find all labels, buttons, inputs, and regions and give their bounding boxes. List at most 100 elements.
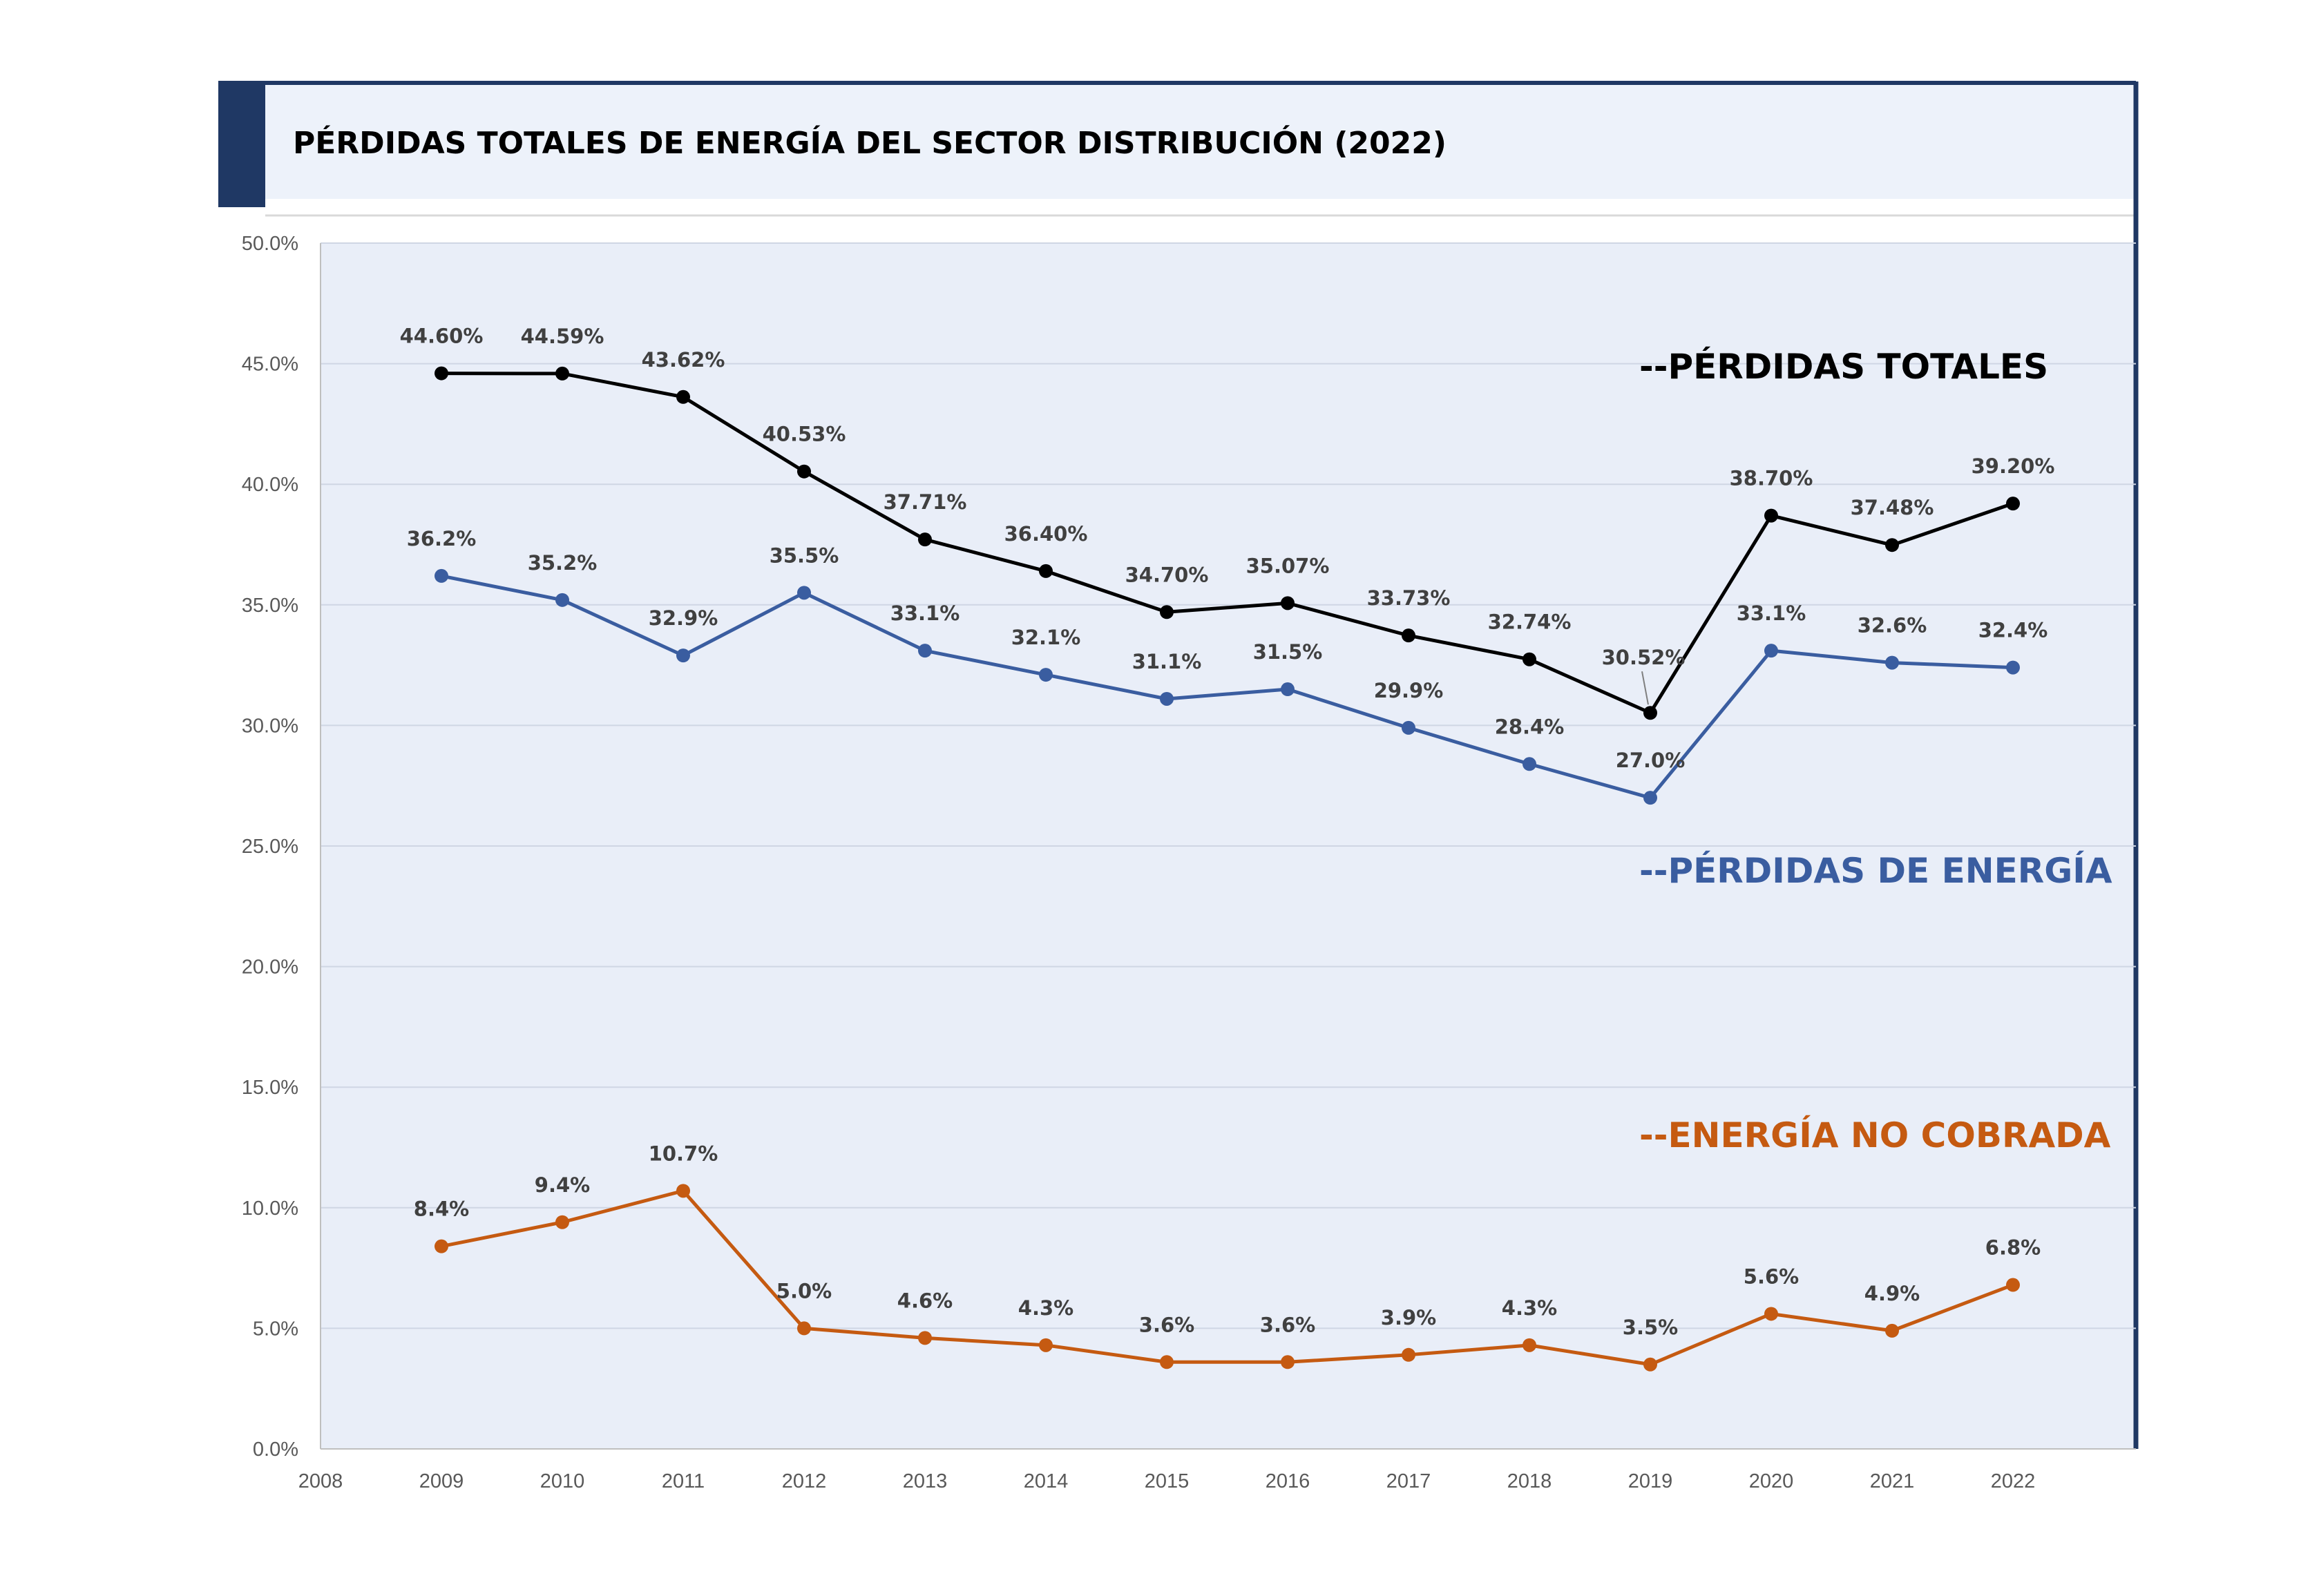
data-label: 33.1% [1737, 602, 1806, 625]
data-point [1885, 1323, 1899, 1338]
y-tick-label: 25.0% [242, 836, 298, 858]
data-point [1039, 1338, 1053, 1352]
x-tick-label: 2018 [1507, 1470, 1552, 1492]
x-tick-label: 2015 [1145, 1470, 1190, 1492]
data-point [1764, 644, 1778, 658]
data-label: 32.4% [1978, 619, 2048, 642]
header-accent-bar [218, 81, 265, 207]
data-point [1281, 596, 1295, 610]
data-label: 28.4% [1495, 715, 1565, 738]
data-label: 5.6% [1744, 1265, 1799, 1288]
data-label: 43.62% [642, 348, 725, 372]
x-tick-label: 2012 [782, 1470, 827, 1492]
data-point [1522, 1338, 1536, 1352]
data-label: 40.53% [763, 423, 846, 446]
x-tick-label: 2022 [1991, 1470, 2036, 1492]
data-label: 32.9% [649, 606, 718, 630]
data-point [1160, 605, 1174, 619]
data-point [435, 568, 448, 583]
data-label: 27.0% [1616, 749, 1686, 772]
data-label: 3.6% [1260, 1313, 1315, 1336]
x-tick-label: 2009 [419, 1470, 464, 1492]
data-point [2006, 497, 2020, 511]
data-point [1402, 628, 1415, 643]
data-point [1402, 1347, 1415, 1362]
data-label: 37.48% [1851, 496, 1934, 519]
data-point [1281, 682, 1295, 697]
data-point [555, 366, 569, 381]
data-point [555, 1215, 569, 1229]
data-label: 32.1% [1011, 626, 1081, 649]
data-point [918, 532, 932, 547]
x-tick-label: 2010 [540, 1470, 585, 1492]
data-point [918, 1331, 932, 1345]
data-point [676, 1184, 690, 1198]
axis-layer: 0.0% 5.0% 10.0% 15.0% 20.0% 25.0% 30.0% 35.0% 40… [242, 233, 2136, 1492]
x-tick-label: 2021 [1870, 1470, 1915, 1492]
data-point [797, 464, 811, 479]
y-tick-label: 15.0% [242, 1077, 298, 1099]
data-point [1522, 757, 1536, 771]
data-point [676, 390, 690, 404]
data-label: 32.74% [1488, 610, 1572, 634]
data-label: 36.2% [407, 527, 477, 550]
data-label: 33.73% [1367, 586, 1451, 610]
y-tick-label: 45.0% [242, 354, 298, 376]
data-point [435, 366, 448, 381]
data-point [1764, 508, 1778, 523]
legend-perdidas-totales: --PÉRDIDAS TOTALES [1639, 346, 2048, 387]
data-label: 35.07% [1246, 554, 1330, 577]
data-point [797, 1321, 811, 1336]
data-label: 35.2% [528, 551, 598, 575]
data-label: 31.1% [1132, 650, 1202, 673]
series-line [441, 1189, 2014, 1367]
data-label: 9.4% [535, 1173, 590, 1197]
y-tick-label: 20.0% [242, 956, 298, 979]
data-label: 38.70% [1730, 467, 1813, 490]
data-label: 31.5% [1253, 640, 1323, 664]
data-label: 3.9% [1381, 1306, 1436, 1329]
data-label: 33.1% [890, 602, 960, 625]
data-label: 5.0% [776, 1279, 832, 1302]
data-label: 3.6% [1139, 1313, 1194, 1336]
x-tick-label: 2008 [298, 1470, 343, 1492]
data-point [676, 648, 690, 663]
data-point [1039, 564, 1053, 578]
data-label: 37.71% [884, 490, 967, 514]
legend-energia-no-cobrada: --ENERGÍA NO COBRADA [1639, 1115, 2111, 1155]
x-tick-label: 2011 [662, 1470, 705, 1492]
data-label: 6.8% [1985, 1236, 2041, 1260]
x-tick-label: 2016 [1266, 1470, 1310, 1492]
data-point [435, 1239, 448, 1253]
y-tick-label: 10.0% [242, 1198, 298, 1220]
data-point [1160, 691, 1174, 706]
data-label: 32.6% [1858, 614, 1927, 637]
data-point [1885, 655, 1899, 670]
y-tick-label: 0.0% [253, 1439, 298, 1461]
x-tick-label: 2020 [1749, 1470, 1794, 1492]
data-label: 39.20% [1972, 454, 2055, 478]
data-point [1522, 652, 1536, 666]
data-label: 29.9% [1374, 679, 1444, 702]
data-point [1643, 791, 1657, 805]
x-tick-label: 2017 [1386, 1470, 1431, 1492]
data-label: 3.5% [1623, 1316, 1678, 1339]
label-leader-line [1641, 671, 1649, 705]
y-tick-label: 5.0% [253, 1318, 298, 1340]
data-point [918, 644, 932, 658]
series-layer [435, 366, 2020, 1372]
data-label: 44.59% [521, 325, 604, 348]
series-line [441, 574, 2014, 800]
y-tick-label: 30.0% [242, 715, 298, 737]
x-tick-label: 2019 [1628, 1470, 1673, 1492]
data-label: 34.70% [1125, 563, 1209, 586]
data-point [1643, 1357, 1657, 1372]
data-label: 8.4% [414, 1198, 469, 1221]
data-label: 4.6% [897, 1289, 953, 1312]
data-label: 4.9% [1864, 1282, 1920, 1305]
label-layer: 44.60% 44.59% 43.62% 40.53% 37.71% 36.40% 34.7… [400, 325, 2055, 1339]
data-point [1885, 538, 1899, 552]
data-point [2006, 660, 2020, 675]
data-label: 36.40% [1004, 522, 1088, 546]
